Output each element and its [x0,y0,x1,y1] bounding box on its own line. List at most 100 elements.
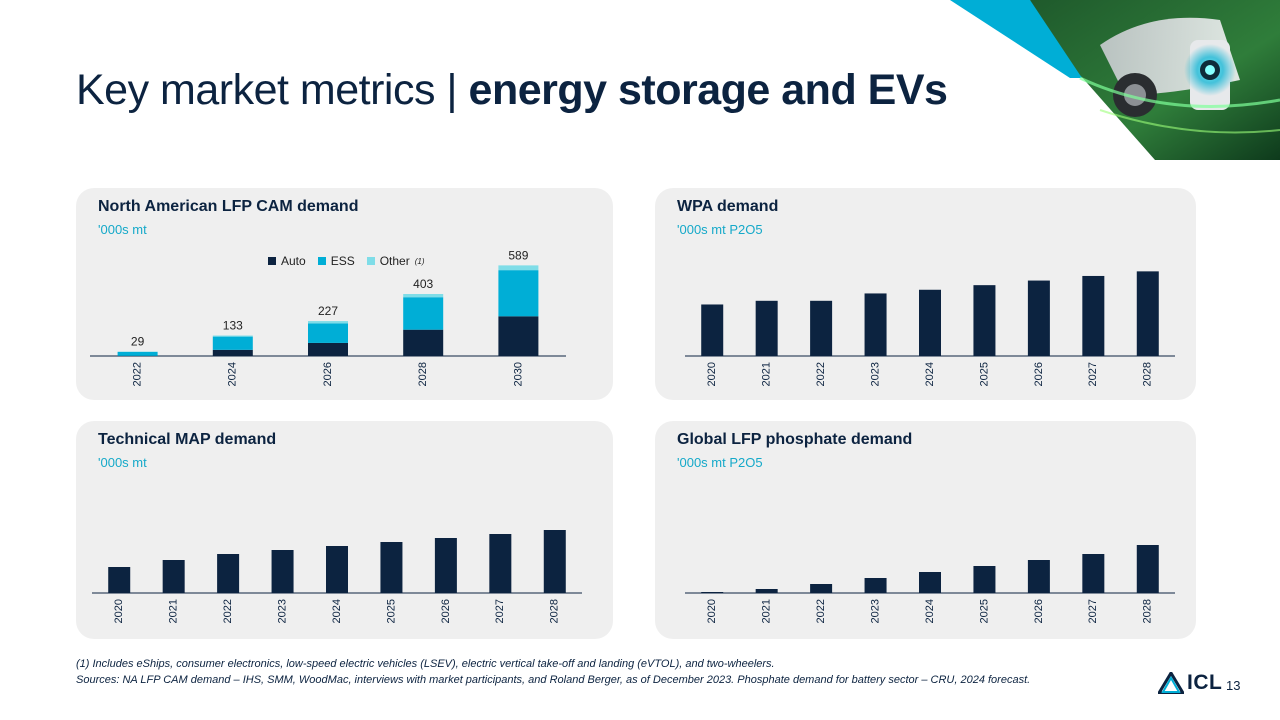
bar-2024 [919,572,941,593]
bar-2025 [973,566,996,593]
data-label-2030: 589 [508,248,528,262]
x-tick-label-2028: 2028 [549,599,561,623]
x-tick-label-2024: 2024 [924,362,936,386]
bar-2022 [810,300,833,356]
legend-swatch-other [366,257,375,265]
page-title: Key market metrics | energy storage and … [76,66,948,115]
data-label-2024: 133 [223,319,243,333]
x-tick-label-2024: 2024 [331,599,343,623]
x-tick-label-2026: 2026 [440,599,452,623]
bar-2027 [1082,554,1105,593]
page-title-regular: Key market metrics | [76,66,469,114]
legend-label-other: Other [379,254,410,268]
x-tick-label-2021: 2021 [761,362,773,386]
x-tick-label-2028: 2028 [417,362,429,386]
wpa-demand-chart: 2020 2021 2022 2023 2024 2025 2026 2027 2028 [685,271,1175,386]
chart-unit: '000s mt P2O5 [677,222,763,237]
data-label-2028: 403 [413,277,433,291]
legend-swatch-ess [317,257,326,265]
x-tick-label-2020: 2020 [706,362,718,386]
x-tick-label-2024: 2024 [924,599,936,623]
legend-swatch-auto [268,257,276,265]
legend-item-ess: ESS [317,254,355,268]
bar-2026 [1027,560,1050,593]
x-tick-label-2025: 2025 [978,599,990,623]
bar-segment-ess-2024 [212,336,253,350]
icl-logo-mark-icon [1158,672,1184,694]
x-tick-label-2021: 2021 [168,599,180,623]
bar-2024 [326,546,348,593]
chart-title: North American LFP CAM demand [98,198,359,215]
x-tick-label-2023: 2023 [276,599,288,623]
bar-2022 [217,554,240,593]
lfp-cam-demand-chart: 29 2022 133 2024 227 2026 403 2028 589 2030 [90,248,566,386]
bar-segment-other-2030 [498,265,539,271]
footnote-1: (1) Includes eShips, consumer electronic… [76,658,775,670]
bar-segment-auto-2026 [308,342,348,356]
chart-unit: '000s mt [98,222,147,237]
bar-2026 [1027,280,1050,356]
bar-2022 [810,584,833,593]
bar-2025 [973,285,996,356]
x-tick-label-2021: 2021 [761,599,773,623]
bar-2021 [755,300,778,356]
chart-title: WPA demand [677,198,779,215]
legend-item-other: Other (1) [366,254,425,268]
legend-label-ess: ESS [330,254,355,268]
x-tick-label-2022: 2022 [815,362,827,386]
bar-segment-ess-2030 [498,270,539,317]
x-tick-label-2025: 2025 [978,362,990,386]
page-title-bold: energy storage and EVs [468,66,948,114]
x-tick-label-2023: 2023 [869,599,881,623]
legend-item-auto: Auto [268,254,306,268]
bar-2020 [108,567,131,593]
x-tick-label-2026: 2026 [1033,599,1045,623]
bar-segment-auto-2024 [212,349,253,356]
bar-2028 [1136,545,1159,593]
bar-segment-ess-2026 [308,323,348,343]
bar-2023 [864,293,887,356]
global-lfp-phosphate-demand-chart: 2020 2021 2022 2023 2024 2025 2026 2027 2028 [685,545,1175,623]
data-label-2026: 227 [318,304,338,318]
x-tick-label-2028: 2028 [1142,599,1154,623]
bar-2023 [864,578,887,593]
technical-map-demand-panel: Technical MAP demand '000s mt 2020 2021 20… [76,421,613,639]
bar-2027 [489,534,512,593]
x-tick-label-2023: 2023 [869,362,881,386]
footnote-sources: Sources: NA LFP CAM demand – IHS, SMM, W… [76,674,1031,686]
bar-segment-auto-2030 [498,316,539,356]
legend-label-auto: Auto [281,254,306,268]
bar-2021 [162,560,185,593]
x-tick-label-2020: 2020 [706,599,718,623]
bar-segment-ess-2022 [117,351,158,356]
bar-segment-other-2024 [212,335,253,337]
chart-unit: '000s mt P2O5 [677,455,763,470]
icl-logo-text: ICL [1187,671,1223,694]
bar-2020 [701,592,724,593]
bar-2021 [755,589,778,593]
bar-2027 [1082,275,1105,356]
footnotes: (1) Includes eShips, consumer electronic… [76,656,1166,688]
data-label-2022: 29 [131,335,145,349]
bar-2028 [543,530,566,593]
x-tick-label-2022: 2022 [815,599,827,623]
chart-legend: Auto ESS Other (1) [268,254,425,268]
x-tick-label-2026: 2026 [1033,362,1045,386]
legend-footnote-ref: (1) [414,256,425,266]
chart-title: Technical MAP demand [98,431,277,448]
x-tick-label-2028: 2028 [1142,362,1154,386]
x-tick-label-2022: 2022 [222,599,234,623]
bar-2023 [271,550,294,593]
bar-2026 [434,538,457,593]
ev-charging-hero-image [950,0,1280,160]
wpa-demand-panel: WPA demand '000s mt P2O5 2020 2021 2022 202… [655,188,1196,400]
x-tick-label-2026: 2026 [322,362,334,386]
chart-title: Global LFP phosphate demand [677,431,913,448]
x-tick-label-2020: 2020 [113,599,125,623]
bar-2024 [919,289,941,356]
bar-segment-other-2028 [403,294,444,298]
technical-map-demand-chart: 2020 2021 2022 2023 2024 2025 2026 2027 2028 [92,530,582,623]
lfp-cam-demand-panel: North American LFP CAM demand '000s mt A… [76,188,613,400]
x-tick-label-2027: 2027 [1087,362,1099,386]
bar-2020 [701,304,724,356]
